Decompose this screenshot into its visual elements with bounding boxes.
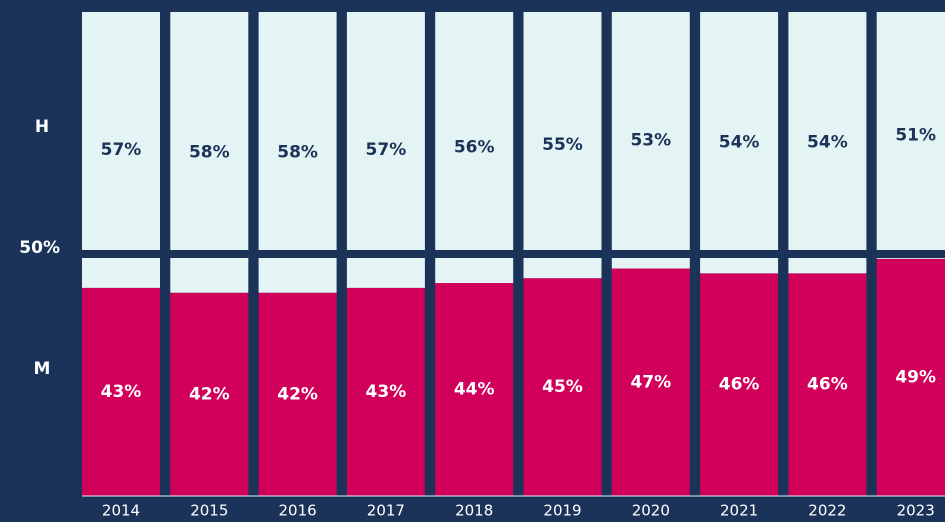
bar-segment: [435, 283, 514, 496]
x-tick-label: 2014: [102, 502, 140, 520]
value-label: 43%: [101, 382, 142, 402]
bar-segment: [788, 273, 867, 496]
bar-segment: [523, 12, 602, 279]
value-label: 55%: [542, 135, 583, 155]
value-label: 42%: [277, 384, 318, 404]
x-tick-label: 2022: [808, 502, 846, 520]
bar-segment: [170, 292, 249, 496]
bar-segment: [611, 12, 690, 269]
x-tick-label: 2023: [897, 502, 935, 520]
bar-segment: [346, 12, 425, 288]
x-tick-label: 2017: [367, 502, 405, 520]
bar-segment: [435, 12, 514, 284]
bar-segment: [700, 273, 779, 496]
x-tick-label: 2021: [720, 502, 758, 520]
y-tick-label: 50%: [19, 238, 60, 258]
bar-segment: [346, 287, 425, 496]
value-label: 53%: [630, 130, 671, 150]
x-tick-label: 2020: [632, 502, 670, 520]
x-tick-label: 2015: [190, 502, 228, 520]
series-label: H: [35, 117, 49, 137]
bar-segment: [258, 12, 337, 293]
value-label: 57%: [101, 140, 142, 160]
x-tick-label: 2016: [279, 502, 317, 520]
bar-segment: [876, 258, 945, 496]
bar-segment: [876, 12, 945, 259]
bar-segment: [611, 268, 690, 496]
value-label: 46%: [719, 375, 760, 395]
bar-segment: [170, 12, 249, 293]
value-label: 58%: [189, 142, 230, 162]
value-label: 45%: [542, 377, 583, 397]
value-label: 49%: [895, 367, 936, 387]
bar-segment: [82, 12, 160, 288]
value-label: 43%: [366, 382, 407, 402]
series-label: M: [34, 359, 51, 379]
value-label: 42%: [189, 384, 230, 404]
x-tick-label: 2019: [543, 502, 581, 520]
value-label: 46%: [807, 375, 848, 395]
value-label: 51%: [895, 125, 936, 145]
x-tick-label: 2018: [455, 502, 493, 520]
value-label: 58%: [277, 142, 318, 162]
value-label: 56%: [454, 138, 495, 158]
bar-segment: [523, 278, 602, 496]
bar-segment: [82, 287, 160, 496]
bar-segment: [788, 12, 867, 274]
bar-segment: [258, 292, 337, 496]
value-label: 44%: [454, 380, 495, 400]
value-label: 57%: [366, 140, 407, 160]
value-label: 54%: [807, 133, 848, 153]
bar-segment: [700, 12, 779, 274]
value-label: 54%: [719, 133, 760, 153]
value-label: 47%: [630, 372, 671, 392]
